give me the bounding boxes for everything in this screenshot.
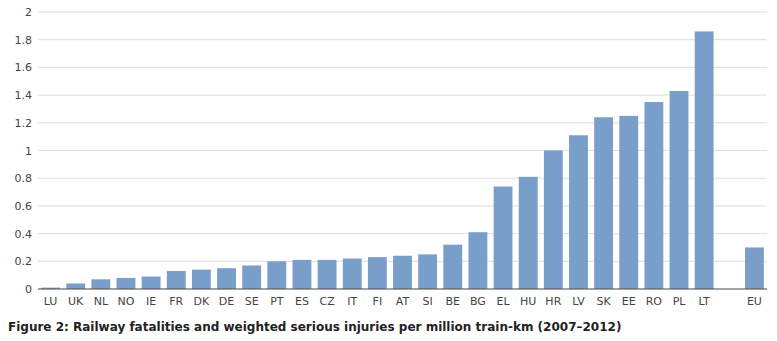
bar — [670, 91, 689, 289]
bar — [217, 268, 236, 289]
bar — [66, 283, 85, 289]
x-tick-label: BG — [470, 295, 486, 308]
grid-line — [38, 67, 767, 68]
bar — [468, 232, 487, 289]
y-tick-label: 0.6 — [15, 200, 33, 213]
y-tick-label: 2 — [25, 6, 32, 19]
bar — [644, 102, 663, 289]
x-tick-label: IT — [347, 295, 357, 308]
x-tick-label: PL — [673, 295, 687, 308]
bar — [745, 247, 764, 289]
bar — [192, 270, 211, 289]
y-tick-label: 1.4 — [15, 89, 33, 102]
bar — [267, 261, 286, 289]
y-axis: 0 0.2 0.4 0.6 0.8 1 1.2 1.4 1.6 1.8 2 — [15, 6, 33, 296]
x-tick-label: UK — [68, 295, 84, 308]
bar — [393, 256, 412, 289]
x-tick-label: LT — [698, 295, 710, 308]
title: Figure 2: Railway fatalities and weighte… — [8, 320, 621, 334]
bar — [418, 254, 437, 289]
bar — [368, 257, 387, 289]
bar — [443, 245, 462, 289]
x-tick-label: HR — [545, 295, 561, 308]
bar — [494, 187, 513, 289]
x-tick-label: SE — [245, 295, 259, 308]
x-tick-label: ES — [295, 295, 309, 308]
x-tick-label: NL — [94, 295, 109, 308]
x-tick-label: FI — [373, 295, 383, 308]
x-tick-label: PT — [270, 295, 284, 308]
bar — [695, 31, 714, 289]
x-tick-label: DK — [194, 295, 210, 308]
y-tick-label: 0 — [25, 283, 32, 296]
x-tick-label: EU — [747, 295, 762, 308]
x-tick-label: FR — [169, 295, 183, 308]
bar — [117, 278, 136, 289]
grid-line — [38, 289, 767, 290]
x-tick-label: IE — [146, 295, 156, 308]
x-tick-label: EE — [622, 295, 636, 308]
grid-line — [38, 39, 767, 40]
y-tick-label: 0.8 — [15, 172, 33, 185]
bar — [242, 265, 261, 289]
x-tick-label: BE — [446, 295, 461, 308]
y-tick-label: 1.8 — [15, 34, 33, 47]
y-tick-label: 0.4 — [15, 228, 33, 241]
bars — [41, 31, 764, 289]
grid — [38, 12, 767, 289]
bar — [293, 260, 312, 289]
grid-line — [38, 12, 767, 13]
x-tick-label: DE — [219, 295, 234, 308]
x-tick-label: AT — [396, 295, 410, 308]
x-tick-label: RO — [646, 295, 663, 308]
bar — [544, 151, 563, 290]
y-tick-label: 1.6 — [15, 61, 33, 74]
x-axis: LU UK NL NO IE FR DK DE SE PT ES CZ IT FI AT SI BE BG EL HU… — [38, 289, 767, 308]
bar — [343, 259, 362, 289]
x-tick-label: LV — [572, 295, 585, 308]
x-tick-label: SK — [597, 295, 612, 308]
y-tick-label: 1.2 — [15, 117, 33, 130]
x-tick-label: CZ — [319, 295, 335, 308]
y-tick-label: 0.2 — [15, 255, 33, 268]
x-axis-line — [38, 289, 767, 290]
x-tick-label: HU — [520, 295, 536, 308]
bar — [91, 279, 110, 289]
bar — [318, 260, 337, 289]
bar — [619, 116, 638, 289]
chart: 0 0.2 0.4 0.6 0.8 1 1.2 1.4 1.6 1.8 2 LU UK NL NO IE FR D… — [0, 0, 777, 341]
bar — [142, 277, 161, 289]
y-tick-label: 1 — [25, 145, 32, 158]
bar — [167, 271, 186, 289]
x-tick-label: LU — [44, 295, 58, 308]
x-tick-label: NO — [118, 295, 135, 308]
x-tick-label: SI — [423, 295, 433, 308]
x-tick-label: EL — [497, 295, 511, 308]
bar — [594, 117, 613, 289]
grid-line — [38, 95, 767, 96]
bar — [569, 135, 588, 289]
bar — [519, 177, 538, 289]
